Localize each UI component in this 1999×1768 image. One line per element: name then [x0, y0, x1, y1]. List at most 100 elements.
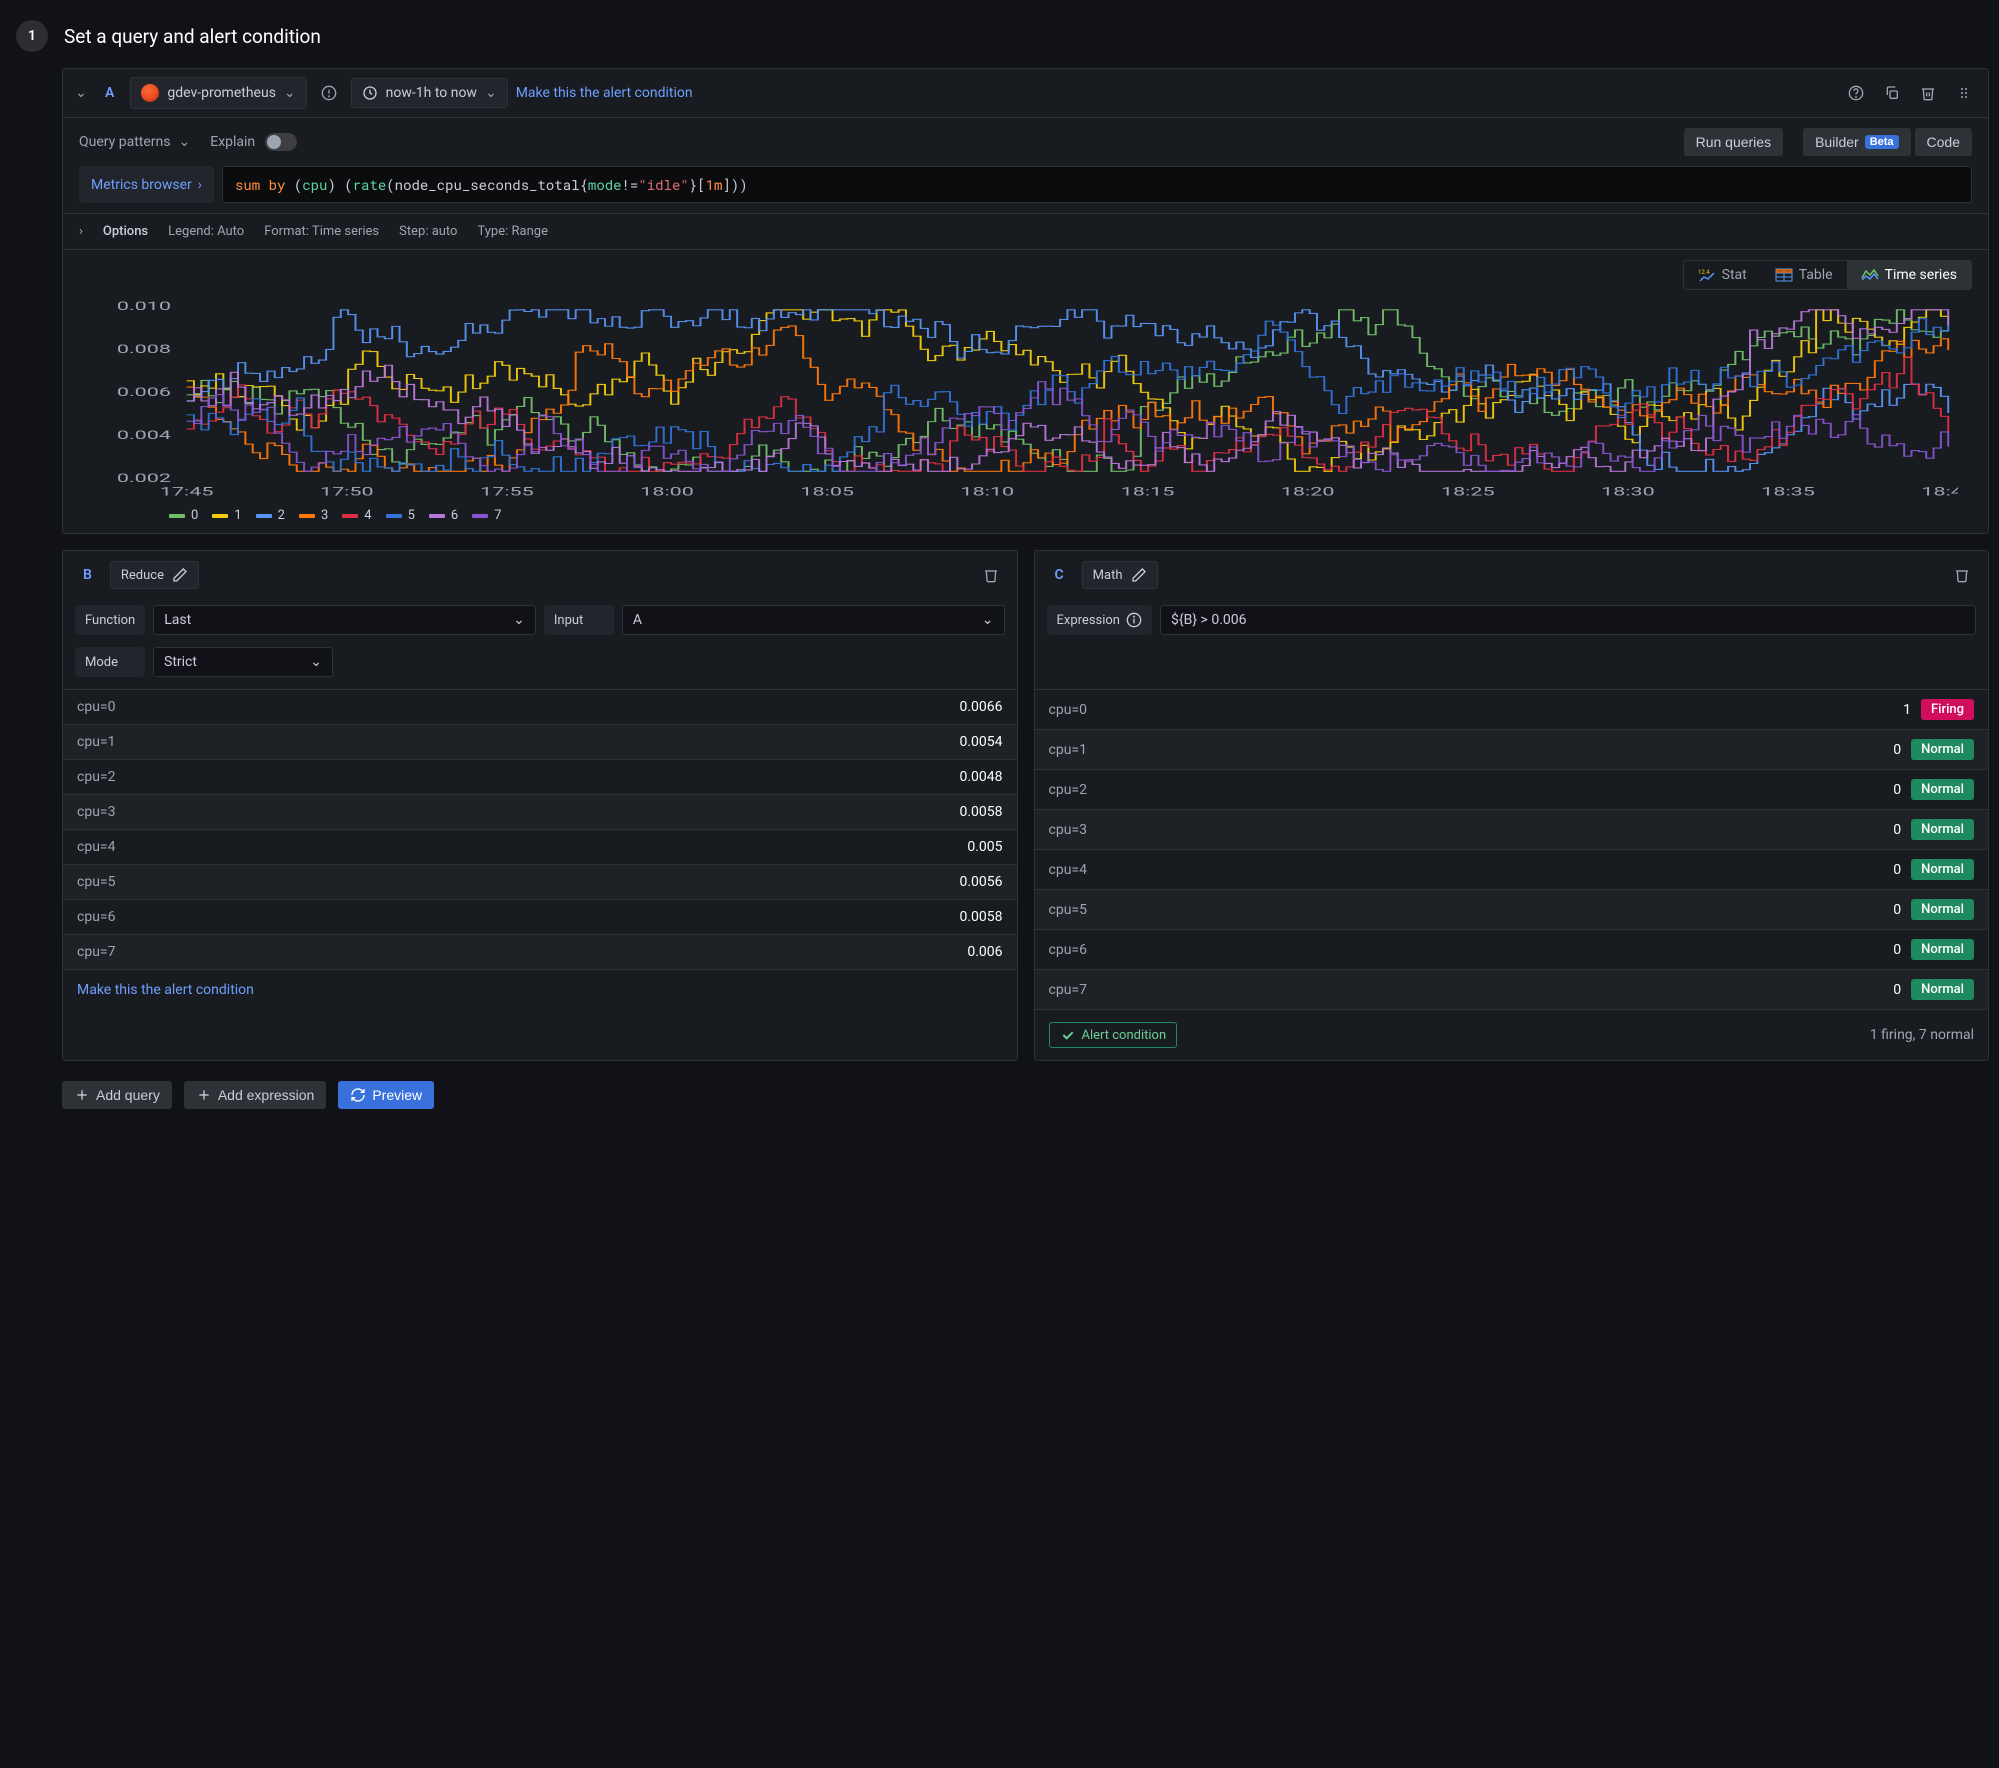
promql-input[interactable]: sum by (cpu) (rate(node_cpu_seconds_tota… — [222, 166, 1972, 203]
viz-tab-table[interactable]: Table — [1761, 261, 1847, 289]
refresh-icon — [350, 1087, 366, 1103]
add-expression-button[interactable]: Add expression — [184, 1081, 327, 1109]
check-icon — [1060, 1027, 1076, 1043]
result-row: cpu=20.0048 — [63, 759, 1017, 794]
expr-type-picker[interactable]: Reduce — [110, 561, 199, 589]
query-patterns-dropdown[interactable]: Query patterns⌄ — [79, 134, 190, 150]
state-badge: Normal — [1911, 899, 1974, 920]
legend-item[interactable]: 5 — [386, 508, 415, 523]
alert-summary: 1 firing, 7 normal — [1870, 1027, 1974, 1043]
chevron-down-icon: ⌄ — [485, 85, 497, 101]
legend-item[interactable]: 7 — [472, 508, 501, 523]
explain-toggle[interactable] — [265, 133, 297, 151]
state-badge: Normal — [1911, 979, 1974, 1000]
datasource-picker[interactable]: gdev-prometheus ⌄ — [130, 77, 306, 109]
function-select[interactable]: Last⌄ — [153, 605, 536, 635]
legend-item[interactable]: 0 — [169, 508, 198, 523]
viz-tab-stat[interactable]: 12.4 Stat — [1684, 261, 1761, 289]
svg-text:18:30: 18:30 — [1601, 485, 1655, 499]
viz-tab-timeseries[interactable]: Time series — [1847, 261, 1971, 289]
result-row: cpu=40.005 — [63, 829, 1017, 864]
svg-text:18:40: 18:40 — [1921, 485, 1958, 499]
preview-button[interactable]: Preview — [338, 1081, 434, 1109]
trash-icon[interactable] — [1914, 79, 1942, 107]
add-query-button[interactable]: Add query — [62, 1081, 172, 1109]
datasource-help-icon[interactable] — [315, 79, 343, 107]
legend-item[interactable]: 2 — [256, 508, 285, 523]
mode-label: Mode — [75, 647, 145, 677]
trash-icon[interactable] — [1948, 561, 1976, 589]
result-label: cpu=6 — [1049, 942, 1087, 958]
timeseries-chart: 0.0100.0080.0060.0040.00217:4517:5017:55… — [79, 300, 1958, 500]
result-value: 0Normal — [1893, 819, 1974, 840]
result-label: cpu=4 — [77, 839, 115, 855]
result-label: cpu=5 — [77, 874, 115, 890]
copy-icon[interactable] — [1878, 79, 1906, 107]
clock-icon — [362, 85, 378, 101]
expr-type-picker[interactable]: Math — [1082, 561, 1158, 589]
input-select[interactable]: A⌄ — [622, 605, 1005, 635]
builder-mode-button[interactable]: Builder Beta — [1803, 128, 1910, 156]
explain-label: Explain — [210, 134, 255, 150]
state-badge: Normal — [1911, 819, 1974, 840]
query-options-row[interactable]: › Options Legend: Auto Format: Time seri… — [63, 213, 1988, 250]
legend-swatch — [429, 514, 445, 518]
metrics-browser-button[interactable]: Metrics browser› — [79, 166, 214, 203]
legend-item[interactable]: 6 — [429, 508, 458, 523]
expression-panel-b: B Reduce Function Last⌄ Input A⌄ Mode St… — [62, 550, 1018, 1061]
result-label: cpu=1 — [77, 734, 115, 750]
result-row: cpu=60.0058 — [63, 899, 1017, 934]
svg-text:18:20: 18:20 — [1281, 485, 1335, 499]
svg-text:18:15: 18:15 — [1121, 485, 1175, 499]
svg-text:18:10: 18:10 — [961, 485, 1015, 499]
legend-item[interactable]: 4 — [342, 508, 371, 523]
code-mode-button[interactable]: Code — [1915, 128, 1972, 156]
help-icon[interactable] — [1842, 79, 1870, 107]
result-value: 0.0066 — [959, 699, 1002, 715]
result-value: 0.0054 — [959, 734, 1002, 750]
state-badge: Normal — [1911, 859, 1974, 880]
legend-swatch — [212, 514, 228, 518]
result-label: cpu=0 — [1049, 702, 1087, 718]
make-alert-condition-link[interactable]: Make this the alert condition — [516, 85, 693, 101]
legend-swatch — [342, 514, 358, 518]
chevron-down-icon: ⌄ — [284, 85, 296, 101]
mode-select[interactable]: Strict⌄ — [153, 647, 333, 677]
chevron-down-icon: ⌄ — [982, 612, 994, 628]
legend-item[interactable]: 3 — [299, 508, 328, 523]
chart-legend: 01234567 — [79, 504, 1958, 523]
run-queries-button[interactable]: Run queries — [1684, 128, 1784, 156]
result-value: 0Normal — [1893, 939, 1974, 960]
result-row: cpu=6 0Normal — [1035, 929, 1989, 969]
time-range-picker[interactable]: now-1h to now ⌄ — [351, 78, 508, 108]
svg-text:0.006: 0.006 — [117, 386, 171, 400]
svg-text:18:05: 18:05 — [800, 485, 854, 499]
svg-text:0.002: 0.002 — [117, 472, 171, 486]
result-value: 0Normal — [1893, 979, 1974, 1000]
legend-swatch — [256, 514, 272, 518]
legend-item[interactable]: 1 — [212, 508, 241, 523]
drag-handle-icon[interactable] — [1950, 79, 1978, 107]
legend-swatch — [472, 514, 488, 518]
svg-text:18:25: 18:25 — [1441, 485, 1495, 499]
svg-text:0.008: 0.008 — [117, 343, 171, 357]
result-value: 0.006 — [967, 944, 1002, 960]
trash-icon[interactable] — [977, 561, 1005, 589]
result-row: cpu=70Normal — [1035, 969, 1989, 1009]
make-alert-condition-link[interactable]: Make this the alert condition — [77, 982, 254, 998]
result-row: cpu=30Normal — [1035, 809, 1989, 849]
info-icon — [1126, 612, 1142, 628]
chevron-down-icon: ⌄ — [513, 612, 525, 628]
collapse-toggle[interactable]: ⌄ — [73, 85, 89, 101]
math-expression-input[interactable] — [1160, 605, 1976, 635]
svg-text:17:50: 17:50 — [320, 485, 374, 499]
result-row: cpu=50.0056 — [63, 864, 1017, 899]
expression-panel-c: C Math Expression cpu=01Firingcpu=10Norm… — [1034, 550, 1990, 1061]
expr-ref-id: C — [1047, 567, 1072, 583]
result-value: 0Normal — [1893, 779, 1974, 800]
step-number: 1 — [16, 20, 48, 52]
result-row: cpu=10Normal — [1035, 729, 1989, 769]
result-value: 0.0048 — [959, 769, 1002, 785]
result-value: 0Normal — [1893, 739, 1974, 760]
legend-swatch — [386, 514, 402, 518]
